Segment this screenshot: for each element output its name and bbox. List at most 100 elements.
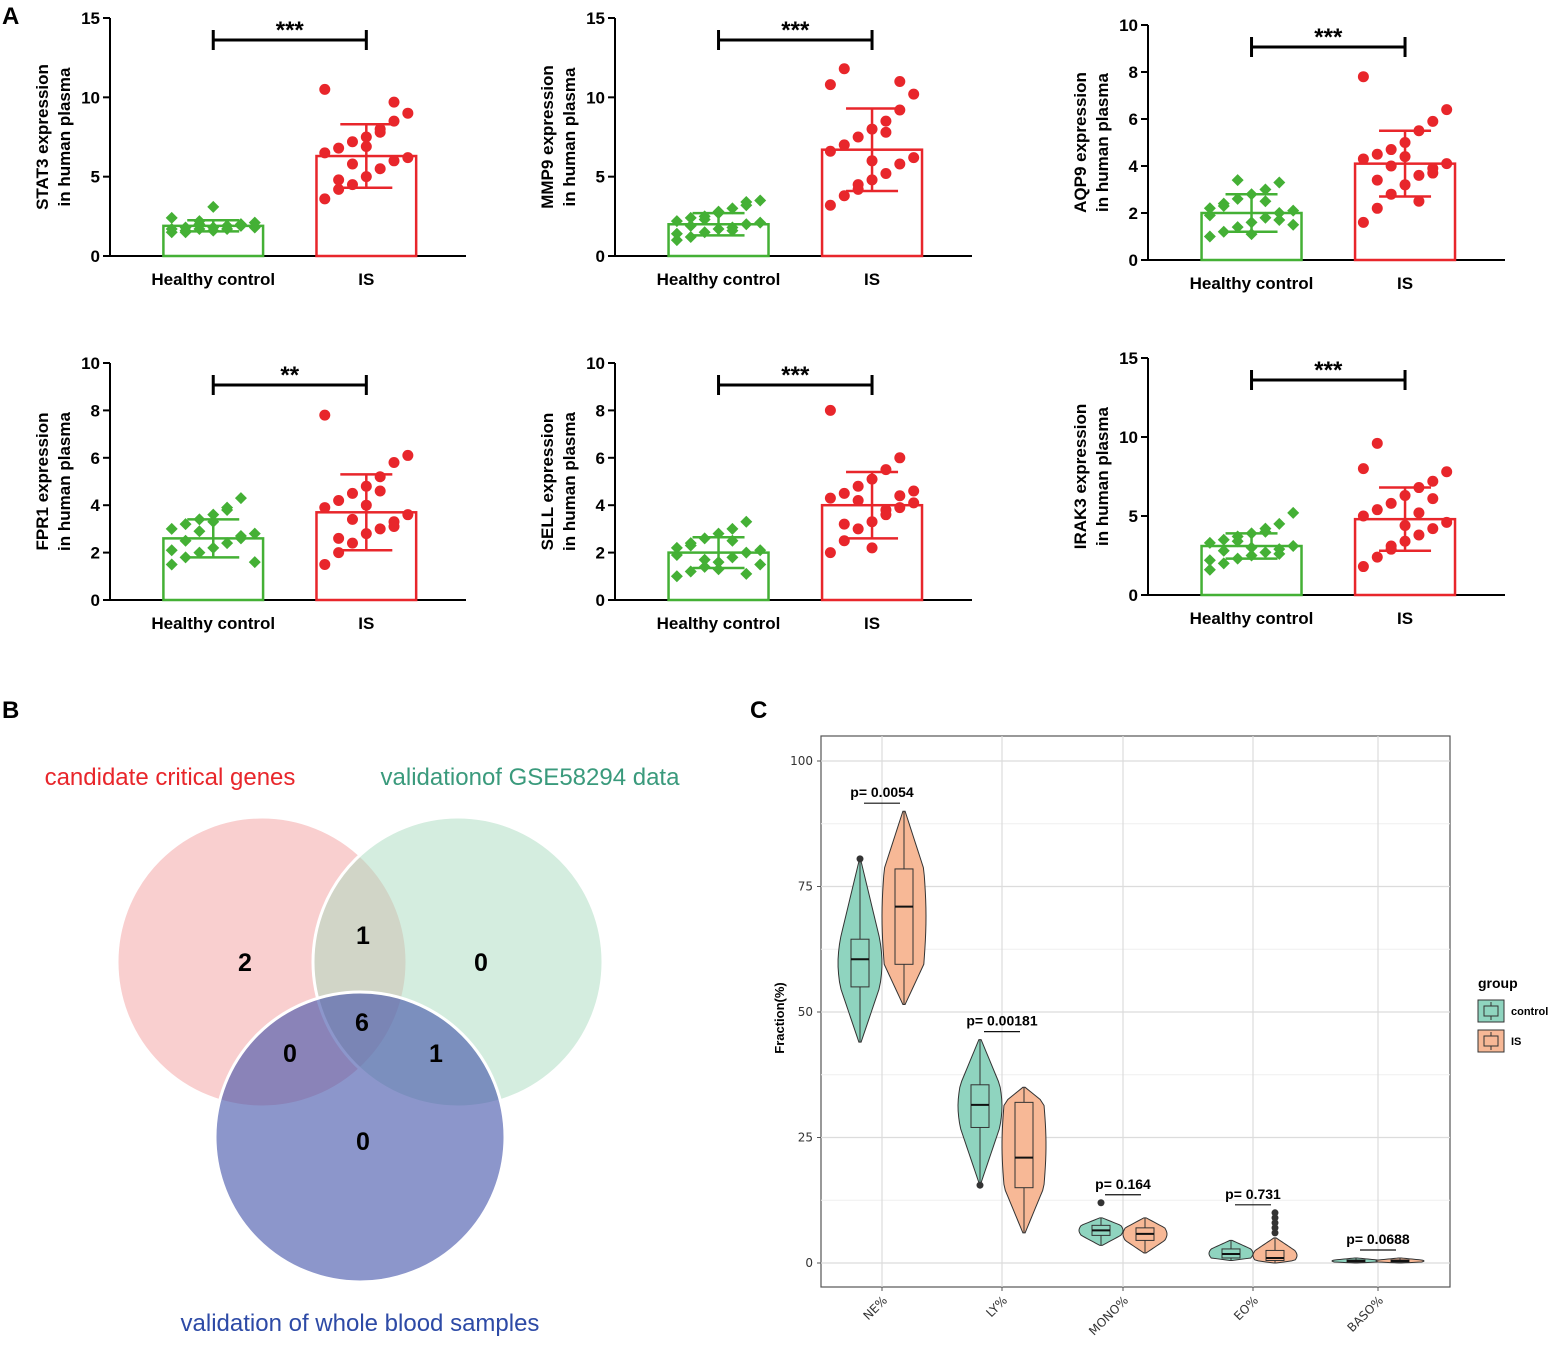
- data-point-is: [1385, 188, 1397, 200]
- venn-count-gse58294-whole-blood: 1: [429, 1040, 443, 1068]
- data-point-is: [1441, 104, 1453, 116]
- y-axis-label: AQP9 expression in human plasma: [1071, 72, 1112, 213]
- data-point-is: [852, 480, 864, 492]
- venn-count-all-three: 6: [355, 1009, 369, 1037]
- data-point-is: [402, 449, 414, 461]
- legend-item-label: control: [1511, 1006, 1548, 1018]
- y-tick-label: 100: [790, 754, 813, 768]
- data-point-healthy-control: [207, 200, 220, 213]
- data-point-is: [1357, 510, 1369, 522]
- data-point-healthy-control: [193, 525, 206, 538]
- x-category-label: Healthy control: [151, 270, 275, 289]
- data-point-healthy-control: [1231, 192, 1244, 205]
- data-point-healthy-control: [165, 544, 178, 557]
- data-point-healthy-control: [179, 226, 192, 239]
- data-point-healthy-control: [684, 211, 697, 224]
- y-axis-label: IRAK3 expression in human plasma: [1071, 404, 1112, 550]
- data-point-healthy-control: [1287, 540, 1300, 553]
- data-point-healthy-control: [248, 556, 261, 569]
- data-point-healthy-control: [698, 213, 711, 226]
- y-tick-label: 4: [1129, 157, 1139, 176]
- y-tick-label: 10: [586, 88, 605, 107]
- data-point-is: [1357, 463, 1369, 475]
- box-control: [970, 1084, 990, 1128]
- data-point-is: [1427, 493, 1439, 505]
- y-tick-label: 5: [596, 168, 605, 187]
- data-point-healthy-control: [670, 570, 683, 583]
- y-tick-label: 0: [1129, 586, 1138, 605]
- data-point-healthy-control: [670, 227, 683, 240]
- chart-stat3: 0 5 10 15 STAT3 expression in human plasma Hea…: [33, 9, 466, 289]
- y-axis-label: SELL expression in human plasma: [538, 412, 579, 551]
- data-point-is: [1427, 167, 1439, 179]
- data-point-is: [852, 131, 864, 143]
- data-point-healthy-control: [179, 551, 192, 564]
- chart-irak3: 0 5 10 15 IRAK3 expression in human plasma Hea…: [1071, 349, 1505, 628]
- data-point-is: [346, 136, 358, 148]
- data-point-is: [908, 152, 920, 164]
- legend: group control IS: [1477, 975, 1548, 1053]
- data-point-is: [908, 485, 920, 497]
- y-tick-label: 0: [596, 247, 605, 266]
- data-point-is: [838, 487, 850, 499]
- data-point-is: [333, 532, 345, 544]
- data-point-healthy-control: [1203, 554, 1216, 567]
- data-point-healthy-control: [1287, 506, 1300, 519]
- data-point-is: [866, 542, 878, 554]
- x-category-label: Healthy control: [1190, 609, 1314, 628]
- legend-title: group: [1478, 975, 1518, 991]
- data-point-is: [852, 494, 864, 506]
- y-axis-label-line: in human plasma: [560, 67, 579, 206]
- data-point-is: [852, 523, 864, 535]
- significance-stars: ***: [276, 17, 305, 44]
- data-point-is: [824, 492, 836, 504]
- significance-stars: ***: [781, 17, 810, 44]
- data-point-is: [333, 174, 345, 186]
- data-point-healthy-control: [740, 515, 753, 528]
- data-point-is: [1413, 169, 1425, 181]
- data-point-healthy-control: [1259, 546, 1272, 559]
- data-point-healthy-control: [234, 219, 247, 232]
- data-point-is: [319, 193, 331, 205]
- data-point-is: [374, 126, 386, 138]
- data-point-healthy-control: [221, 501, 234, 514]
- data-point-healthy-control: [670, 548, 683, 561]
- y-tick-label: 0: [805, 1256, 813, 1270]
- data-point-is: [1385, 144, 1397, 156]
- data-point-healthy-control: [754, 558, 767, 571]
- data-point-is: [824, 547, 836, 559]
- box-control: [850, 938, 870, 988]
- chart-blood-cell-fractions: 0 25 50 75 100 Fraction(%) p= 0.0054 NE% p= 0.00…: [772, 735, 1548, 1338]
- data-point-healthy-control: [684, 219, 697, 232]
- outlier-point: [1271, 1209, 1279, 1217]
- data-point-is: [388, 96, 400, 108]
- y-tick-label: 50: [798, 1005, 813, 1019]
- data-point-is: [333, 494, 345, 506]
- data-point-healthy-control: [670, 234, 683, 247]
- legend-swatch-box: [1483, 1005, 1499, 1017]
- data-point-is: [402, 107, 414, 119]
- y-axis-label-line: STAT3 expression: [33, 64, 52, 210]
- data-point-healthy-control: [670, 541, 683, 554]
- data-point-healthy-control: [712, 205, 725, 218]
- data-point-is: [1371, 174, 1383, 186]
- data-point-is: [824, 145, 836, 157]
- data-point-is: [374, 471, 386, 483]
- data-point-healthy-control: [754, 216, 767, 229]
- data-point-is: [1427, 523, 1439, 535]
- data-point-healthy-control: [179, 534, 192, 547]
- data-point-healthy-control: [165, 558, 178, 571]
- data-point-healthy-control: [1203, 209, 1216, 222]
- y-tick-label: 6: [91, 449, 100, 468]
- x-category-label: LY%: [983, 1293, 1010, 1320]
- data-point-is: [1385, 160, 1397, 172]
- data-point-healthy-control: [1259, 525, 1272, 538]
- data-point-is: [1357, 71, 1369, 83]
- outlier-point: [1097, 1199, 1105, 1207]
- pvalue-label: p= 0.0688: [1346, 1231, 1410, 1247]
- data-point-is: [1357, 561, 1369, 573]
- data-point-is: [1371, 437, 1383, 449]
- y-tick-label: 2: [91, 544, 100, 563]
- data-point-is: [388, 457, 400, 469]
- data-point-healthy-control: [1203, 202, 1216, 215]
